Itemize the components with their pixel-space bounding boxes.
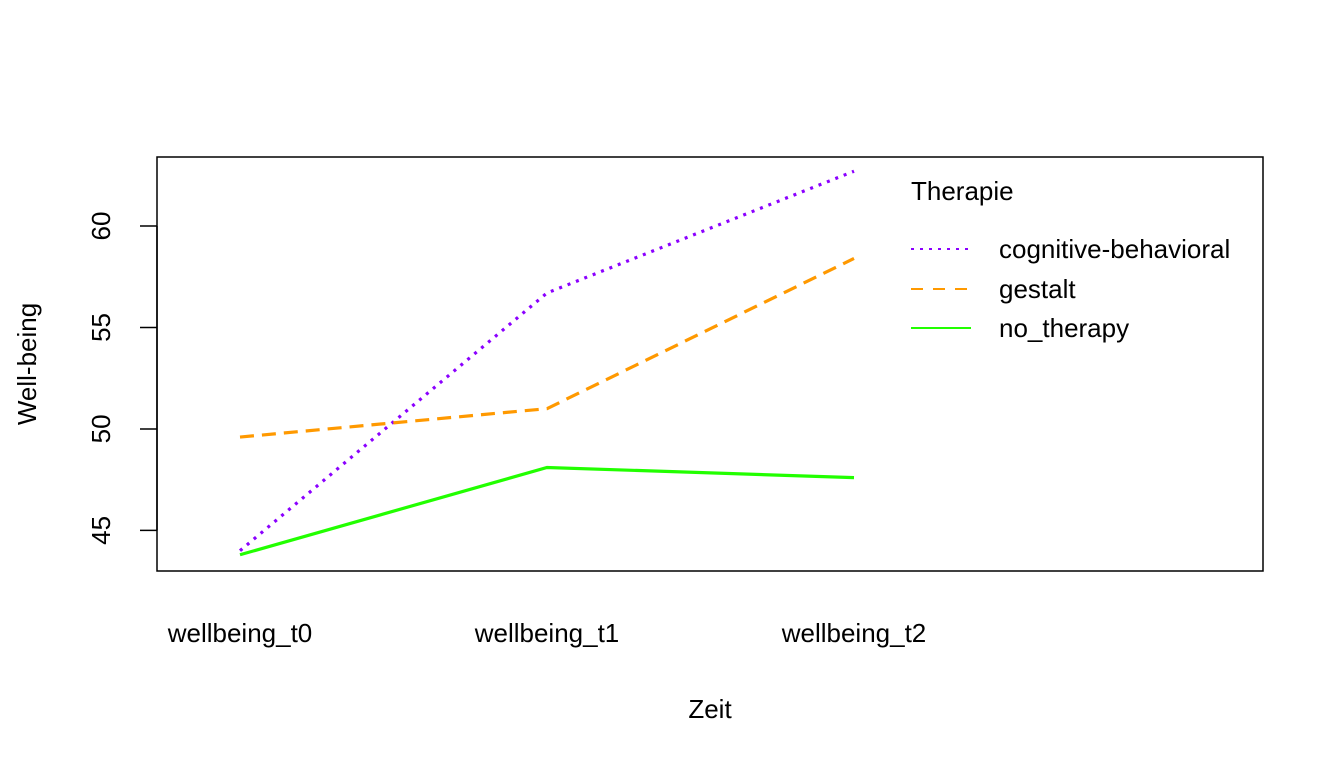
x-tick-label: wellbeing_t1	[474, 618, 620, 648]
legend-label: gestalt	[999, 274, 1076, 304]
legend-label: cognitive-behavioral	[999, 234, 1230, 264]
series-lines	[238, 169, 855, 557]
x-tick-labels: wellbeing_t0 wellbeing_t1 wellbeing_t2	[167, 618, 927, 648]
y-axis: 45 50 55 60	[86, 212, 158, 545]
y-axis-label: Well-being	[12, 303, 42, 425]
series-line-no_therapy	[239, 465, 855, 557]
x-tick-label: wellbeing_t2	[781, 618, 927, 648]
series-line-cognitive-behavioral	[238, 169, 855, 552]
x-tick-label: wellbeing_t0	[167, 618, 313, 648]
plot-frame	[156, 156, 1264, 572]
x-axis-label: Zeit	[688, 694, 732, 724]
y-tick-label: 60	[86, 212, 116, 241]
series-line-gestalt	[239, 257, 855, 439]
y-tick-label: 45	[86, 516, 116, 545]
y-tick-label: 55	[86, 313, 116, 342]
legend-title: Therapie	[911, 176, 1014, 206]
legend: Therapie cognitive-behavioral gestalt no_t…	[911, 176, 1230, 343]
y-tick-label: 50	[86, 414, 116, 443]
legend-label: no_therapy	[999, 313, 1129, 343]
